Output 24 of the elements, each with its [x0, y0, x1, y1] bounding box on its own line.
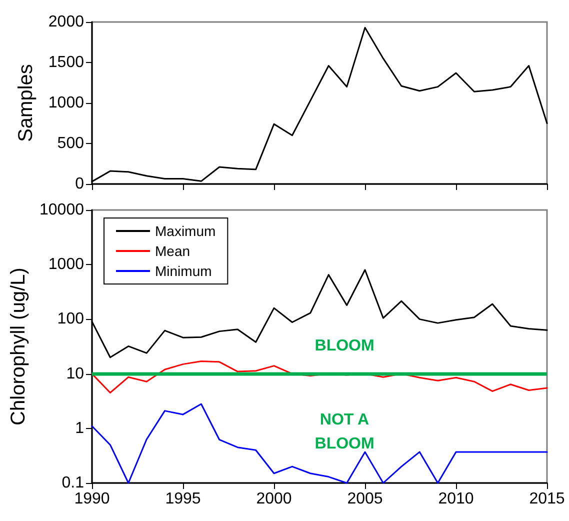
y-tick-label: 10000: [40, 202, 84, 218]
y-axis-title: Chlorophyll (ug/L): [8, 268, 30, 426]
y-tick-label: 2000: [48, 14, 84, 30]
x-tick-label: 2000: [256, 490, 292, 508]
legend-label: Minimum: [155, 263, 212, 279]
y-tick-label: 0: [75, 176, 84, 192]
y-tick-label: 1: [75, 420, 84, 437]
x-tick-label: 2005: [347, 490, 383, 508]
x-tick-label: 2015: [529, 490, 565, 508]
y-tick-label: 100: [57, 310, 84, 328]
x-tick-label: 2010: [438, 490, 474, 508]
annotation: NOT A BLOOM: [314, 411, 374, 452]
legend-label: Mean: [155, 243, 190, 259]
y-tick-label: 1000: [48, 94, 84, 112]
y-tick-label: 500: [57, 135, 84, 152]
legend-label: Maximum: [155, 223, 216, 239]
y-axis-title: Samples: [15, 64, 37, 142]
y-tick-label: 1000: [48, 256, 84, 274]
annotation: BLOOM: [314, 337, 374, 354]
y-tick-label: 0.1: [62, 474, 84, 492]
x-tick-label: 1990: [74, 490, 110, 508]
x-tick-label: 1995: [165, 490, 201, 508]
y-tick-label: 10: [66, 365, 84, 382]
y-tick-label: 1500: [48, 54, 84, 71]
